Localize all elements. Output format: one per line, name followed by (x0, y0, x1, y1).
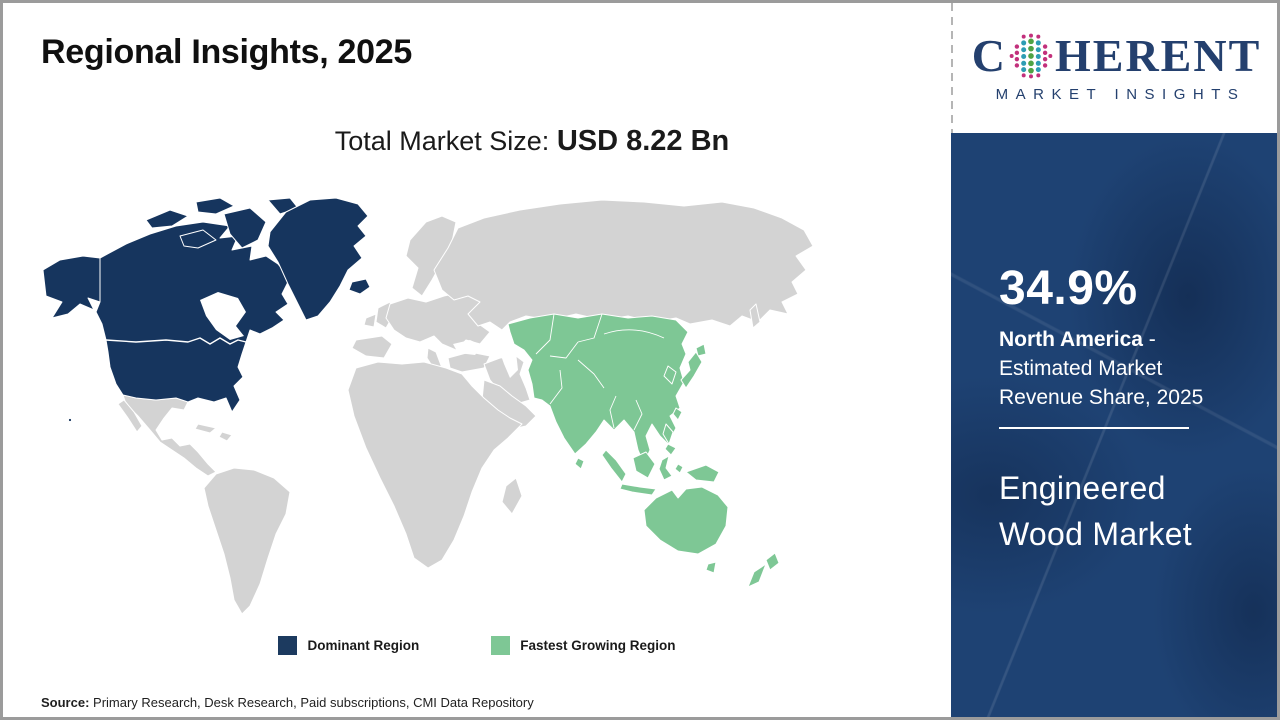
brand-name-suffix: HERENT (1054, 30, 1262, 81)
market-size-line: Total Market Size: USD 8.22 Bn (3, 125, 951, 158)
source-label: Source: (41, 695, 90, 710)
market-name: Engineered Wood Market (999, 470, 1193, 552)
page-title: Regional Insights, 2025 (41, 33, 412, 71)
main-content: Regional Insights, 2025 Total Market Siz… (3, 3, 951, 717)
legend-item-fastest-growing: Fastest Growing Region (491, 636, 676, 655)
legend-swatch-dominant (278, 636, 298, 655)
legend-swatch-fastest-growing (491, 636, 511, 655)
region-asia-pacific (507, 313, 780, 588)
dashed-separator (951, 3, 953, 133)
sidebar: C (951, 3, 1277, 717)
market-share-value: 34.9% (999, 262, 1138, 315)
logo-globe-icon (1009, 33, 1053, 79)
source-text: Primary Research, Desk Research, Paid su… (89, 695, 534, 710)
legend-item-dominant: Dominant Region (278, 636, 419, 655)
us-canada-border-line (105, 337, 247, 345)
market-size-label: Total Market Size: (334, 126, 557, 156)
stats-panel: 34.9% North America - Estimated Market R… (951, 133, 1277, 717)
world-map (38, 191, 818, 623)
region-name: North America (999, 328, 1143, 351)
world-map-svg (42, 197, 814, 615)
country-borders (535, 313, 665, 431)
legend-label-dominant: Dominant Region (307, 638, 420, 653)
source-note: Source: Primary Research, Desk Research,… (41, 695, 534, 710)
sea-carveouts (200, 292, 518, 378)
legend-label-fastest-growing: Fastest Growing Region (520, 638, 676, 653)
brand-name: C (972, 33, 1262, 79)
brand-tagline: MARKET INSIGHTS (995, 86, 1246, 103)
brand-logo: C (953, 3, 1277, 133)
region-rest-of-world (117, 199, 814, 615)
legend: Dominant Region Fastest Growing Region (3, 636, 951, 655)
market-share-description: North America - Estimated Market Revenue… (999, 325, 1251, 412)
region-north-america (42, 197, 371, 423)
brand-name-prefix: C (971, 30, 1007, 81)
market-size-value: USD 8.22 Bn (556, 125, 730, 157)
share-description-text: - Estimated Market Revenue Share, 2025 (999, 328, 1204, 409)
panel-divider (999, 427, 1189, 429)
